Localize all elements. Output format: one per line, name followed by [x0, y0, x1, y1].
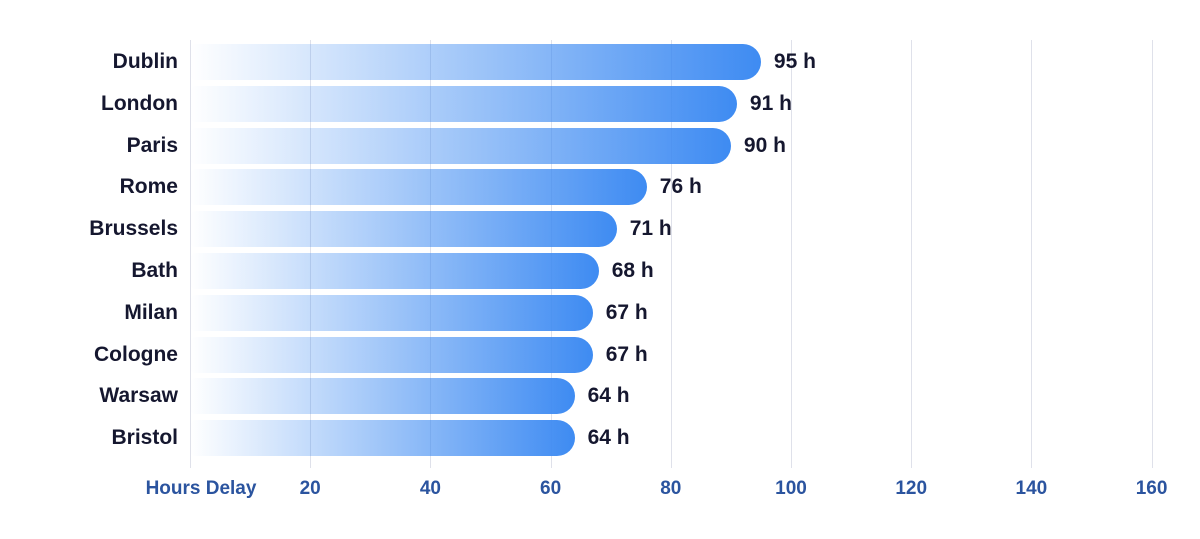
bar-bristol	[190, 420, 575, 457]
x-tick-label-120: 120	[895, 478, 928, 499]
x-tick-label-40: 40	[419, 478, 441, 499]
bar-london	[190, 85, 737, 122]
category-label-cologne: Cologne	[94, 342, 178, 366]
gridline-140	[1031, 40, 1033, 468]
value-label-bath: 68 h	[611, 259, 654, 282]
value-label-dublin: 95 h	[773, 50, 816, 73]
category-label-warsaw: Warsaw	[99, 384, 178, 408]
value-label-milan: 67 h	[605, 300, 648, 324]
gridline-80	[670, 40, 672, 468]
x-tick-label-140: 140	[1015, 478, 1048, 499]
bar-warsaw	[190, 378, 575, 415]
x-tick-label-160: 160	[1135, 478, 1168, 499]
x-tick-label-100: 100	[775, 478, 807, 499]
category-label-bath: Bath	[131, 259, 178, 282]
value-label-warsaw: 64 h	[587, 384, 630, 408]
category-label-rome: Rome	[119, 175, 178, 199]
x-tick-label-20: 20	[299, 478, 321, 499]
bar-bath	[190, 253, 599, 289]
bar-paris	[190, 127, 731, 164]
value-label-paris: 90 h	[743, 133, 786, 157]
x-tick-label-60: 60	[540, 478, 562, 499]
gridline-100	[791, 40, 792, 468]
value-label-cologne: 67 h	[605, 342, 648, 366]
gridline-160	[1151, 40, 1153, 468]
category-label-paris: Paris	[126, 133, 178, 157]
category-label-brussels: Brussels	[89, 217, 178, 241]
category-label-london: London	[101, 91, 178, 115]
value-label-brussels: 71 h	[629, 217, 672, 241]
bar-brussels	[190, 211, 617, 248]
x-axis-title: Hours Delay	[145, 478, 257, 499]
value-label-bristol: 64 h	[587, 426, 630, 450]
category-label-bristol: Bristol	[111, 426, 178, 450]
category-label-dublin: Dublin	[112, 50, 178, 73]
value-label-london: 91 h	[749, 91, 792, 115]
category-label-milan: Milan	[124, 300, 178, 324]
gridline-120	[911, 40, 913, 468]
bar-rome	[190, 169, 647, 206]
bar-milan	[190, 294, 593, 331]
gridline-0	[190, 40, 191, 468]
bar-cologne	[190, 336, 593, 373]
bar-dublin	[190, 44, 761, 80]
value-label-rome: 76 h	[659, 175, 702, 199]
x-tick-label-80: 80	[660, 478, 682, 499]
